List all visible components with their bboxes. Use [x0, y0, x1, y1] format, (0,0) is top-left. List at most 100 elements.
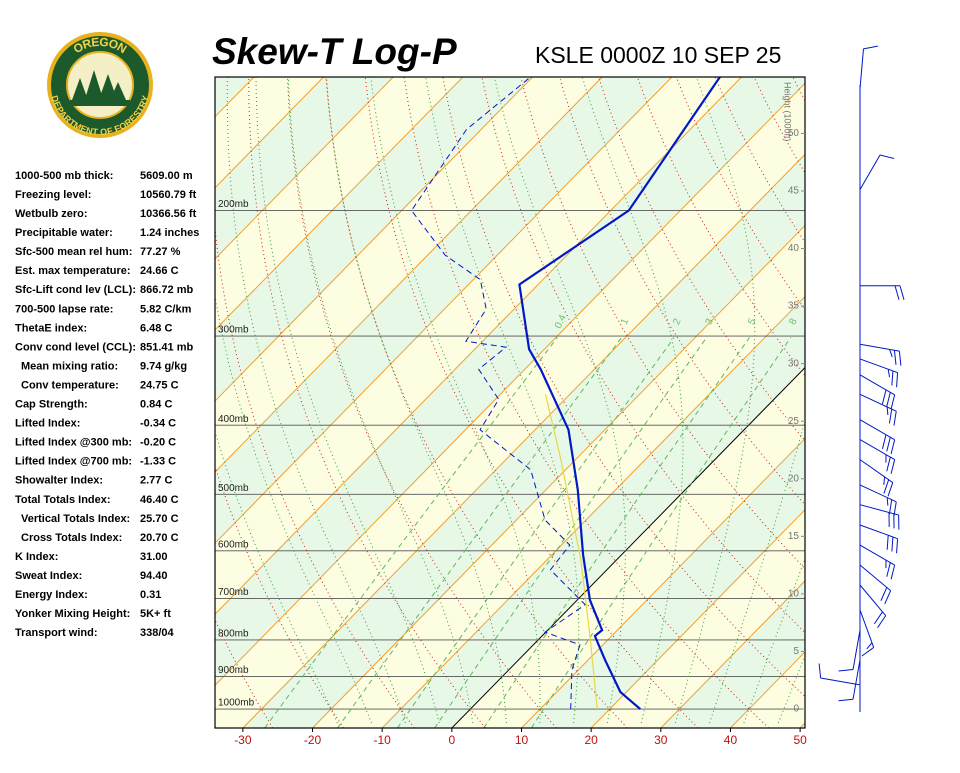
dry-adiabat [909, 77, 960, 728]
stat-label: Conv temperature: [21, 379, 119, 391]
stat-value: 10366.56 ft [140, 208, 197, 220]
barb-feather [887, 498, 888, 506]
stat-label: Mean mixing ratio: [21, 360, 118, 372]
barb-feather [884, 477, 885, 485]
y2-tick-label: 45 [788, 186, 800, 197]
stat-value: 5.82 C/km [140, 303, 192, 315]
y-tick-label: 300mb [218, 325, 249, 336]
x-tick-label: 10 [515, 733, 529, 747]
wind-barb [860, 344, 901, 365]
barb-staff [860, 585, 886, 616]
stat-value: 94.40 [140, 570, 168, 582]
stat-value: 338/04 [140, 627, 175, 639]
y-tick-label: 400mb [218, 414, 249, 425]
x-tick-label: 0 [448, 733, 455, 747]
stat-value: 31.00 [140, 551, 168, 563]
stat-value: -1.33 C [140, 456, 176, 468]
barb-feather [887, 563, 891, 577]
dry-adiabat [948, 77, 960, 728]
stat-value: -0.20 C [140, 437, 176, 449]
y2-tick-label: 5 [793, 646, 799, 657]
wind-barbs [819, 46, 904, 701]
x-tick-label: 40 [724, 733, 738, 747]
barb-feather [889, 409, 891, 423]
stat-value: 0.31 [140, 589, 161, 601]
x-tick-label: 50 [793, 733, 807, 747]
stat-value: 20.70 C [140, 532, 179, 544]
barb-feather [894, 411, 896, 425]
barb-feather [884, 480, 889, 494]
barb-feather [888, 483, 893, 497]
y2-axis-label: Height (1000ft) [783, 82, 793, 142]
wind-barb [839, 660, 860, 701]
barb-feather [887, 457, 891, 471]
dry-adiabat [871, 77, 960, 728]
stat-label: Lifted Index: [15, 418, 80, 430]
barb-feather [888, 369, 889, 377]
stat-value: 25.70 C [140, 513, 179, 525]
moist-adiabat [813, 77, 960, 723]
x-tick-label: -10 [374, 733, 392, 747]
stat-label: Yonker Mixing Height: [15, 608, 130, 620]
barb-feather [892, 537, 893, 552]
stat-label: Est. max temperature: [15, 265, 131, 277]
wind-barb [860, 155, 894, 190]
stat-value: 0.84 C [140, 399, 172, 411]
logo: OREGON DEPARTMENT OF FORESTRY [47, 32, 153, 138]
barb-staff [860, 49, 863, 89]
stat-label: Conv cond level (CCL): [15, 341, 136, 353]
y-tick-label: 500mb [218, 483, 249, 494]
stat-value: 24.75 C [140, 379, 179, 391]
barb-staff [860, 344, 899, 351]
wind-barb [860, 420, 895, 454]
barb-feather [899, 351, 901, 365]
barb-feather [891, 440, 895, 454]
stat-label: Cap Strength: [15, 399, 88, 411]
wind-barb [860, 565, 891, 604]
barb-feather [867, 643, 872, 649]
y2-tick-label: 40 [788, 243, 800, 254]
y2-tick-label: 15 [788, 531, 800, 542]
x-tick-label: -30 [234, 733, 252, 747]
stat-label: Lifted Index @300 mb: [15, 437, 132, 449]
barb-feather [897, 373, 898, 388]
stat-value: 2.77 C [140, 475, 172, 487]
stat-value: 10560.79 ft [140, 189, 197, 201]
stat-value: -0.34 C [140, 418, 176, 430]
barb-feather [880, 155, 894, 159]
wind-barb [860, 375, 895, 409]
wind-barb [860, 525, 898, 553]
chart-subtitle: KSLE 0000Z 10 SEP 25 [535, 42, 781, 68]
barb-feather [887, 392, 891, 406]
y2-tick-label: 35 [788, 301, 800, 312]
barb-feather [882, 435, 886, 449]
stat-label: Lifted Index @700 mb: [15, 456, 132, 468]
barb-staff [860, 394, 896, 411]
y-tick-label: 200mb [218, 199, 249, 210]
stat-value: 851.41 mb [140, 341, 193, 353]
barb-feather [891, 565, 895, 579]
barb-staff [860, 525, 898, 539]
y-tick-label: 700mb [218, 587, 249, 598]
stat-value: 866.72 mb [140, 284, 193, 296]
wind-barb [860, 610, 874, 656]
barb-feather [863, 46, 877, 49]
stat-label: Total Totals Index: [15, 494, 111, 506]
y-tick-label: 900mb [218, 665, 249, 676]
stat-label: 1000-500 mb thick: [15, 170, 113, 182]
barb-feather [862, 647, 874, 656]
wind-barb [839, 630, 860, 671]
y2-tick-label: 10 [788, 589, 800, 600]
barb-staff [860, 460, 893, 483]
y2-tick-label: 30 [788, 358, 800, 369]
stat-label: Showalter Index: [15, 475, 103, 487]
stat-value: 6.48 C [140, 322, 172, 334]
logo-center [67, 52, 133, 118]
barb-feather [900, 286, 904, 300]
stat-label: Transport wind: [15, 627, 98, 639]
isotherm [800, 77, 960, 728]
stat-label: Cross Totals Index: [21, 532, 122, 544]
barb-feather [887, 407, 888, 415]
